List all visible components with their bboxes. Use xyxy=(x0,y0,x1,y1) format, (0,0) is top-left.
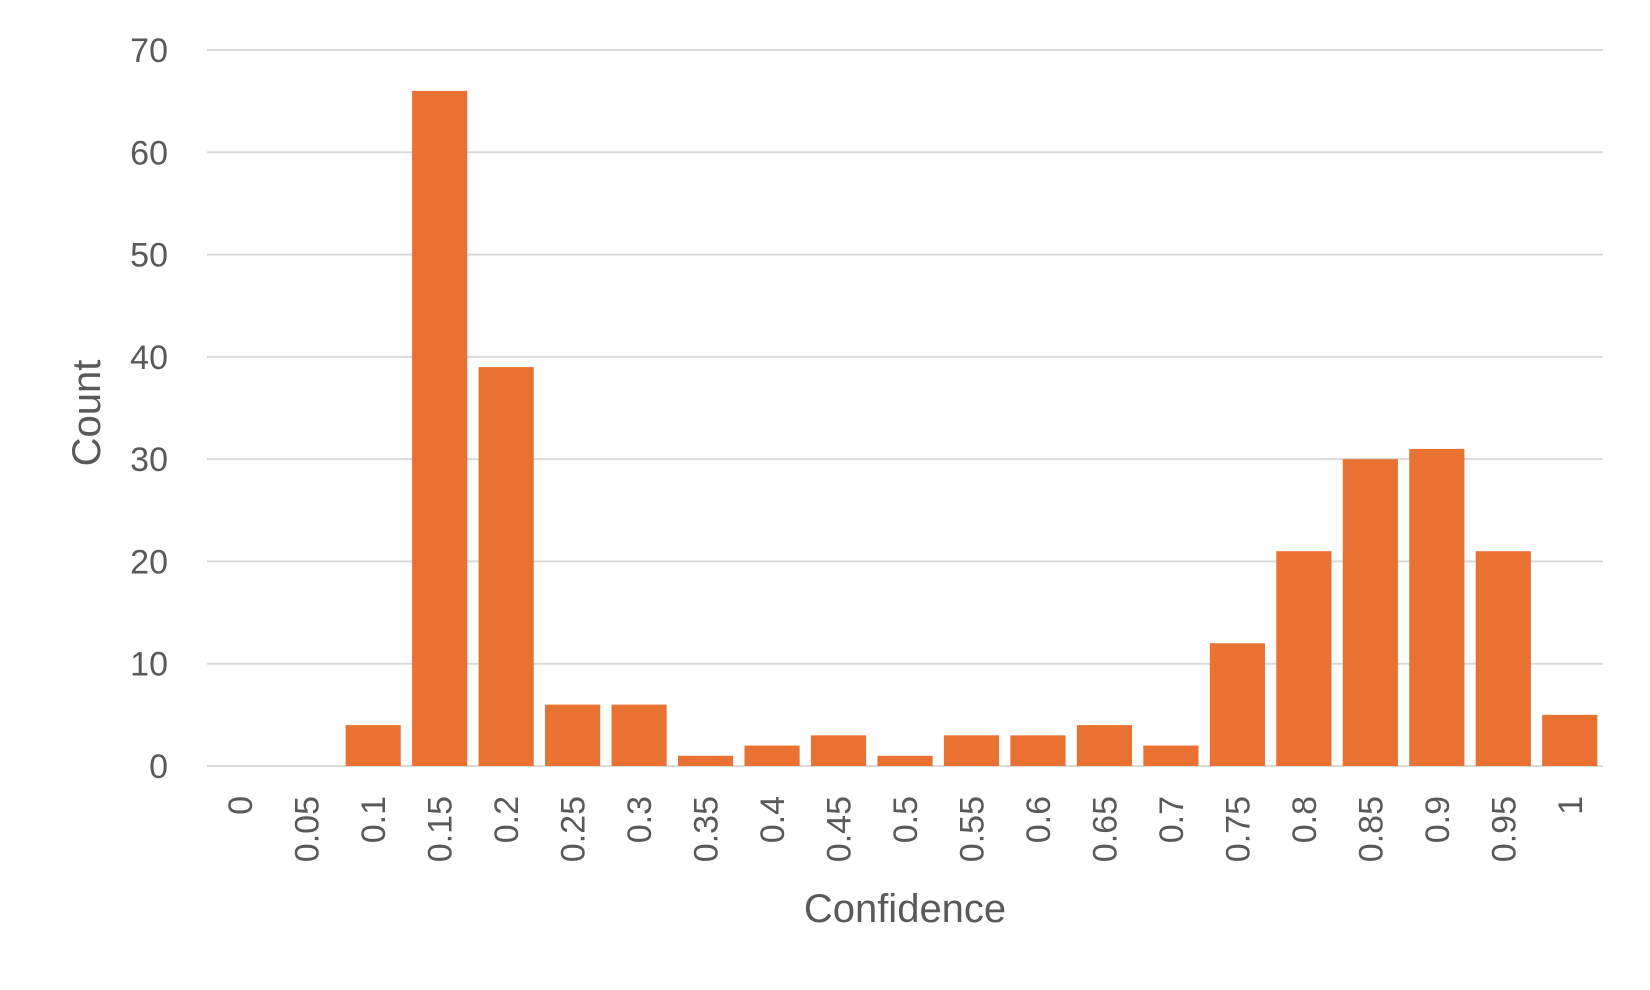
x-tick-label: 0.25 xyxy=(555,796,593,862)
x-tick-label: 0.35 xyxy=(688,796,726,862)
x-tick-label: 0.65 xyxy=(1086,796,1124,862)
bars xyxy=(345,90,1598,766)
y-axis-ticks: 0 10 20 30 40 50 60 70 xyxy=(130,32,168,786)
bar xyxy=(412,90,468,766)
y-tick-label: 50 xyxy=(130,237,168,275)
x-tick-label: 0.5 xyxy=(887,796,925,843)
x-tick-label: 0.3 xyxy=(621,796,659,843)
x-tick-label: 0.15 xyxy=(422,796,460,862)
y-tick-label: 30 xyxy=(130,441,168,479)
y-axis-title: Count xyxy=(65,360,109,467)
x-axis-title: Confidence xyxy=(804,887,1006,931)
y-tick-label: 40 xyxy=(130,339,168,377)
bar xyxy=(1143,745,1199,766)
x-tick-label: 0.75 xyxy=(1219,796,1257,862)
bar xyxy=(677,755,734,766)
bar xyxy=(877,755,933,766)
y-tick-label: 0 xyxy=(149,748,168,786)
y-tick-label: 60 xyxy=(130,134,168,172)
bar xyxy=(1076,725,1133,766)
y-tick-label: 10 xyxy=(130,646,168,684)
bar xyxy=(611,704,667,766)
bar xyxy=(744,745,800,766)
x-tick-label: 0.4 xyxy=(754,796,792,843)
bar xyxy=(1276,551,1332,766)
bar xyxy=(1542,714,1598,766)
x-tick-label: 0.7 xyxy=(1153,796,1191,843)
bar xyxy=(345,725,401,766)
bar xyxy=(545,704,601,766)
bar xyxy=(943,735,1000,766)
bar xyxy=(1342,459,1398,766)
x-tick-label: 0.6 xyxy=(1020,796,1058,843)
x-tick-label: 0.05 xyxy=(289,796,327,862)
y-tick-label: 70 xyxy=(130,32,168,70)
x-tick-label: 0 xyxy=(222,796,260,815)
bar xyxy=(1409,448,1465,766)
bar xyxy=(1010,735,1066,766)
x-tick-label: 0.8 xyxy=(1286,796,1324,843)
x-tick-label: 0.55 xyxy=(953,796,991,862)
x-axis-ticks: 0 0.05 0.1 0.15 0.2 0.25 0.3 0.35 0.4 0.45 0.5 0.55… xyxy=(222,796,1590,862)
bar xyxy=(1475,551,1531,766)
x-tick-label: 0.9 xyxy=(1419,796,1457,843)
bar xyxy=(478,367,534,766)
x-tick-label: 1 xyxy=(1552,796,1590,815)
y-tick-label: 20 xyxy=(130,543,168,581)
x-tick-label: 0.45 xyxy=(821,796,859,862)
x-tick-label: 0.1 xyxy=(355,796,393,843)
x-tick-label: 0.2 xyxy=(488,796,526,843)
bar xyxy=(1209,643,1265,766)
x-tick-label: 0.95 xyxy=(1485,796,1523,862)
bar xyxy=(810,735,867,766)
x-tick-label: 0.85 xyxy=(1352,796,1390,862)
